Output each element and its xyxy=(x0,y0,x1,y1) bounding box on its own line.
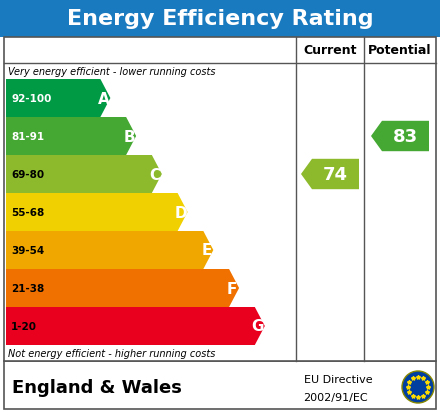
Polygon shape xyxy=(6,80,110,118)
Polygon shape xyxy=(6,307,265,345)
Text: 21-38: 21-38 xyxy=(11,283,44,293)
Text: E: E xyxy=(201,243,212,258)
Text: 69-80: 69-80 xyxy=(11,170,44,180)
Text: Energy Efficiency Rating: Energy Efficiency Rating xyxy=(67,9,373,29)
Text: 39-54: 39-54 xyxy=(11,245,44,255)
Text: D: D xyxy=(174,205,187,220)
Text: Current: Current xyxy=(303,44,357,57)
Polygon shape xyxy=(301,159,359,190)
Polygon shape xyxy=(6,194,187,231)
Polygon shape xyxy=(371,121,429,152)
Text: C: C xyxy=(149,167,161,182)
Text: 2002/91/EC: 2002/91/EC xyxy=(304,392,368,402)
Text: 1-20: 1-20 xyxy=(11,321,37,331)
Text: G: G xyxy=(252,319,264,334)
Text: 83: 83 xyxy=(393,128,418,146)
Text: A: A xyxy=(98,91,109,106)
Polygon shape xyxy=(6,156,162,194)
Bar xyxy=(4,361,436,409)
Text: 92-100: 92-100 xyxy=(11,94,51,104)
Bar xyxy=(0,0,440,38)
Text: F: F xyxy=(227,281,237,296)
Polygon shape xyxy=(6,231,213,269)
Text: Very energy efficient - lower running costs: Very energy efficient - lower running co… xyxy=(8,67,216,77)
Circle shape xyxy=(402,371,434,403)
Text: 81-91: 81-91 xyxy=(11,132,44,142)
Text: Not energy efficient - higher running costs: Not energy efficient - higher running co… xyxy=(8,348,215,358)
Text: 55-68: 55-68 xyxy=(11,207,44,218)
Polygon shape xyxy=(6,269,239,307)
Polygon shape xyxy=(6,118,136,156)
Text: EU Directive: EU Directive xyxy=(304,374,372,384)
Bar xyxy=(4,38,436,361)
Text: England & Wales: England & Wales xyxy=(12,378,182,396)
Text: 74: 74 xyxy=(323,166,348,183)
Text: B: B xyxy=(123,129,135,144)
Text: Potential: Potential xyxy=(368,44,432,57)
